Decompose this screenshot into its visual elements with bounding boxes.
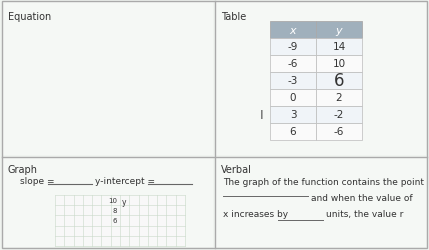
Bar [316, 56, 362, 73]
Bar [270, 73, 316, 90]
Text: -6: -6 [288, 59, 298, 69]
Text: and when the value of: and when the value of [311, 193, 413, 202]
Text: 6: 6 [290, 127, 296, 137]
Bar [270, 106, 316, 124]
Bar [270, 22, 316, 39]
Text: slope =: slope = [20, 177, 57, 186]
Bar [316, 90, 362, 106]
Bar [316, 22, 362, 39]
Bar [55, 195, 185, 246]
Bar [270, 90, 316, 106]
Bar [316, 73, 362, 90]
Text: Verbal: Verbal [221, 164, 252, 174]
Bar [216, 3, 426, 156]
Bar [316, 106, 362, 124]
Text: 14: 14 [332, 42, 346, 52]
Text: y: y [335, 26, 342, 35]
Text: y-intercept =: y-intercept = [95, 177, 158, 186]
Text: The graph of the function contains the point: The graph of the function contains the p… [223, 177, 424, 186]
Bar [270, 39, 316, 56]
Text: 6: 6 [334, 72, 344, 90]
Text: 2: 2 [335, 93, 342, 103]
Bar [270, 124, 316, 140]
Bar [316, 124, 362, 140]
Text: -3: -3 [288, 76, 298, 86]
Text: -2: -2 [334, 110, 344, 120]
Text: Graph: Graph [8, 164, 38, 174]
Text: -6: -6 [334, 127, 344, 137]
Text: I: I [260, 108, 264, 122]
Bar [316, 39, 362, 56]
Text: 8: 8 [112, 208, 117, 214]
Bar [3, 3, 213, 156]
Text: y: y [122, 197, 127, 206]
Text: x increases by: x increases by [223, 209, 288, 218]
Text: Equation: Equation [8, 12, 51, 22]
Text: 10: 10 [332, 59, 346, 69]
Text: 0: 0 [290, 93, 296, 103]
Bar [216, 158, 426, 247]
Text: 3: 3 [290, 110, 296, 120]
Text: 10: 10 [108, 197, 117, 203]
Text: 6: 6 [112, 218, 117, 224]
Bar [270, 56, 316, 73]
Text: Table: Table [221, 12, 246, 22]
Bar [3, 158, 213, 247]
Text: units, the value r: units, the value r [326, 209, 403, 218]
Text: x: x [290, 26, 296, 35]
Text: -9: -9 [288, 42, 298, 52]
